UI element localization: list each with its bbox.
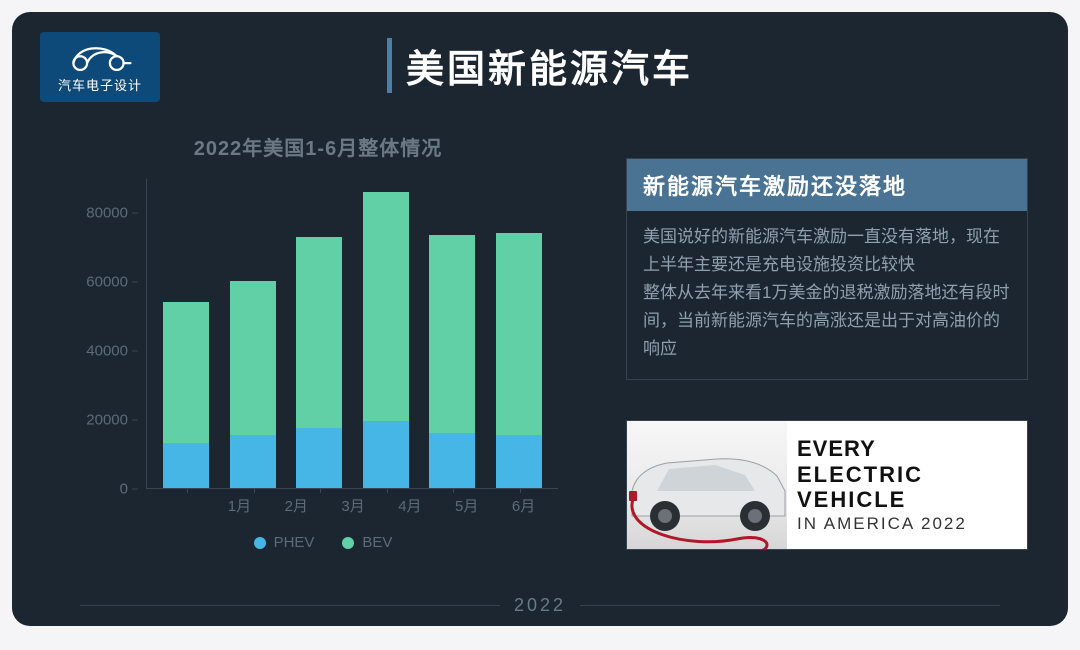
promo-car-illustration	[627, 421, 787, 549]
x-tick	[320, 488, 321, 493]
bar	[230, 179, 276, 488]
bar-segment	[429, 433, 475, 488]
info-panel-body: 美国说好的新能源汽车激励一直没有落地，现在上半年主要还是充电设施投资比较快整体从…	[627, 211, 1027, 379]
promo-line3: IN AMERICA 2022	[797, 514, 1017, 534]
bar	[429, 179, 475, 488]
info-panel-header: 新能源汽车激励还没落地	[627, 159, 1027, 211]
chart-legend: PHEV BEV	[88, 534, 558, 551]
x-axis-labels: 1月 2月 3月 4月 5月 6月	[205, 495, 558, 516]
legend-label: PHEV	[274, 534, 315, 551]
y-axis: 020000400006000080000	[78, 179, 138, 489]
footer-line-right	[580, 605, 1000, 606]
info-panel: 新能源汽车激励还没落地 美国说好的新能源汽车激励一直没有落地，现在上半年主要还是…	[626, 158, 1028, 380]
bar-segment	[296, 428, 342, 488]
y-tick: 0	[78, 481, 138, 498]
bar	[163, 179, 209, 488]
chart: 2022年美国1-6月整体情况 020000400006000080000 1月…	[78, 132, 558, 572]
legend-item: BEV	[342, 534, 392, 551]
x-tick	[453, 488, 454, 493]
bar-segment	[230, 435, 276, 488]
promo-text: EVERY ELECTRIC VEHICLE IN AMERICA 2022	[787, 421, 1027, 549]
x-tick	[520, 488, 521, 493]
bar-segment	[163, 443, 209, 488]
footer-line-left	[80, 605, 500, 606]
bar-segment	[496, 233, 542, 435]
page-title: 美国新能源汽车	[387, 38, 693, 93]
x-tick-label: 5月	[444, 495, 490, 516]
x-tick	[187, 488, 188, 493]
legend-label: BEV	[362, 534, 392, 551]
y-tick: 60000	[78, 274, 138, 291]
chart-plot: 020000400006000080000 1月2月3月4月5月6月 PHEVB…	[88, 179, 558, 489]
bar	[496, 179, 542, 488]
legend-item: PHEV	[254, 534, 315, 551]
y-tick: 40000	[78, 343, 138, 360]
bar-segment	[496, 435, 542, 488]
x-tick-label: 6月	[501, 495, 547, 516]
promo-line2: ELECTRIC VEHICLE	[797, 462, 1017, 513]
bar-segment	[163, 302, 209, 443]
bar-segment	[296, 237, 342, 428]
bars-container	[147, 179, 558, 488]
y-tick: 20000	[78, 412, 138, 429]
x-tick-label: 2月	[273, 495, 319, 516]
legend-dot-icon	[254, 537, 266, 549]
info-panel-paragraph: 美国说好的新能源汽车激励一直没有落地，现在上半年主要还是充电设施投资比较快	[643, 223, 1011, 279]
promo-line1: EVERY	[797, 436, 1017, 461]
slide: 汽车电子设计 美国新能源汽车 2022年美国1-6月整体情况 020000400…	[12, 12, 1068, 626]
plot-area: 1月2月3月4月5月6月	[146, 179, 558, 489]
promo-banner: EVERY ELECTRIC VEHICLE IN AMERICA 2022	[626, 420, 1028, 550]
bar	[296, 179, 342, 488]
bar-segment	[230, 281, 276, 434]
bar-segment	[429, 235, 475, 433]
x-tick-label: 1月	[216, 495, 262, 516]
x-tick	[254, 488, 255, 493]
bar-segment	[363, 421, 409, 488]
x-tick-label: 3月	[330, 495, 376, 516]
x-tick-label: 4月	[387, 495, 433, 516]
bar-segment	[363, 192, 409, 421]
footer-year-text: 2022	[514, 595, 566, 616]
bar	[363, 179, 409, 488]
legend-dot-icon	[342, 537, 354, 549]
x-tick	[387, 488, 388, 493]
info-panel-paragraph: 整体从去年来看1万美金的退税激励落地还有段时间，当前新能源汽车的高涨还是出于对高…	[643, 279, 1011, 363]
footer: 2022	[12, 595, 1068, 616]
chart-title: 2022年美国1-6月整体情况	[78, 132, 558, 161]
title-wrap: 美国新能源汽车	[12, 38, 1068, 93]
y-tick: 80000	[78, 205, 138, 222]
